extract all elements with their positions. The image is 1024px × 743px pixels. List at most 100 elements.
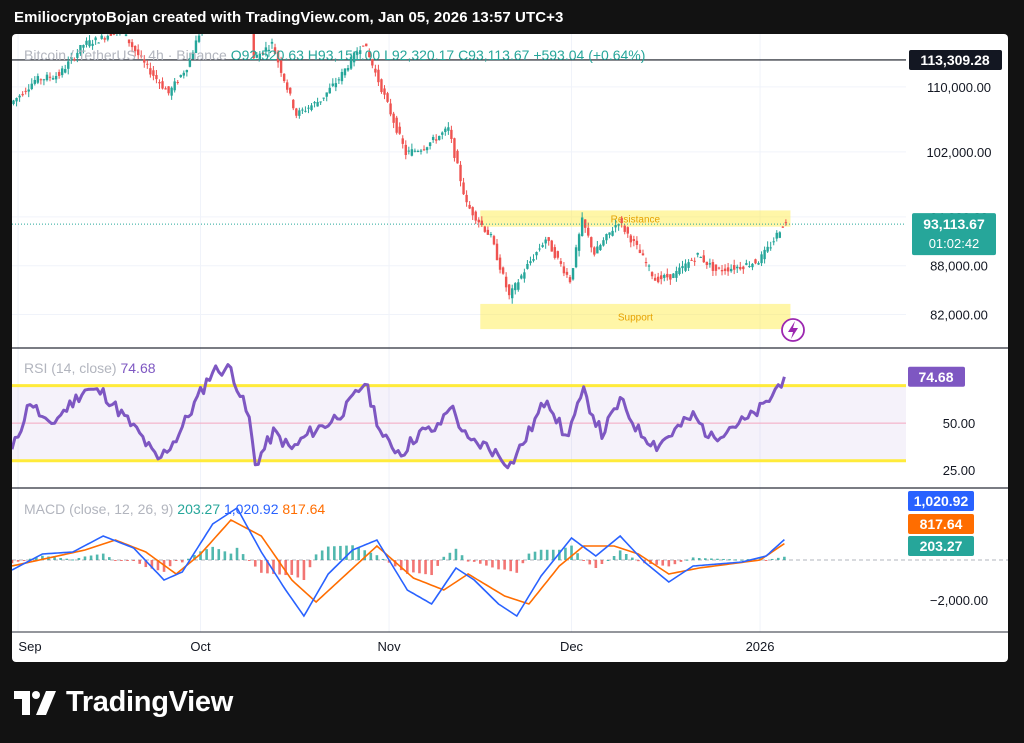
macd-histogram-bar xyxy=(685,559,689,561)
macd-histogram-bar xyxy=(351,545,354,560)
macd-histogram-bar xyxy=(253,560,257,567)
candle-body xyxy=(705,261,709,266)
macd-legend-signal: 817.64 xyxy=(282,501,325,517)
candle-body xyxy=(30,83,33,90)
macd-histogram-bar xyxy=(624,554,628,560)
candle-body xyxy=(48,76,52,78)
candle-body xyxy=(474,211,477,221)
macd-histogram-bar xyxy=(776,557,780,560)
macd-histogram-bar xyxy=(661,560,665,566)
macd-histogram-bar xyxy=(527,553,531,560)
macd-histogram-bar xyxy=(539,549,543,560)
candle-body xyxy=(483,226,487,232)
rsi-legend: RSI (14, close) 74.68 xyxy=(24,360,156,376)
macd-histogram-bar xyxy=(460,555,464,560)
candle-body xyxy=(328,87,331,94)
candle-body xyxy=(714,264,718,271)
macd-histogram-bar xyxy=(491,560,494,568)
price-axis-tick: 102,000.00 xyxy=(926,145,991,160)
candle-body xyxy=(325,92,328,97)
candle-body xyxy=(754,259,757,264)
macd-histogram-bar xyxy=(308,560,312,568)
candle-body xyxy=(559,261,563,264)
macd-histogram-bar xyxy=(89,555,93,560)
macd-legend-label: MACD (close, 12, 26, 9) xyxy=(24,501,177,517)
macd-histogram-bar xyxy=(345,545,348,560)
macd-histogram-bar xyxy=(472,560,476,562)
candle-body xyxy=(723,268,727,271)
candle-body xyxy=(340,71,344,82)
macd-histogram-bar xyxy=(205,549,208,560)
macd-histogram-bar xyxy=(606,560,610,561)
macd-histogram-bar xyxy=(120,560,123,561)
macd-histogram-bar xyxy=(509,560,512,572)
candle-body xyxy=(526,263,529,269)
candle-body xyxy=(614,225,617,228)
candle-body xyxy=(70,56,73,61)
tradingview-logo-icon xyxy=(14,690,56,715)
candle-body xyxy=(24,90,27,92)
candle-body xyxy=(438,135,441,140)
macd-histogram-bar xyxy=(418,560,421,574)
candle-body xyxy=(742,266,745,270)
macd-histogram-bar xyxy=(333,546,336,560)
candle-body xyxy=(784,222,788,224)
macd-histogram-bar xyxy=(497,560,500,570)
macd-histogram-bar xyxy=(393,560,397,567)
candle-body xyxy=(270,41,274,44)
candle-body xyxy=(173,81,176,91)
macd-histogram-bar xyxy=(436,560,440,566)
macd-histogram-bar xyxy=(199,551,202,560)
time-axis-tick: Dec xyxy=(560,639,584,654)
candle-body xyxy=(495,243,499,261)
macd-histogram-bar xyxy=(558,549,561,560)
chart-panel[interactable]: ResistanceSupport110,000.00102,000.0094,… xyxy=(12,34,1008,662)
candle-body xyxy=(182,72,186,76)
macd-histogram-bar xyxy=(211,546,214,560)
macd-histogram-bar xyxy=(691,557,695,560)
macd-histogram-bar xyxy=(430,560,433,576)
candle-body xyxy=(337,79,341,81)
macd-histogram-bar xyxy=(637,560,640,562)
macd-histogram-bar xyxy=(168,560,172,567)
macd-histogram-bar xyxy=(612,556,616,560)
macd-histogram-bar xyxy=(770,558,774,560)
candle-body xyxy=(501,267,505,274)
candle-body xyxy=(647,265,651,267)
candle-body xyxy=(298,110,301,116)
candle-body xyxy=(380,79,383,93)
time-axis-tick: Sep xyxy=(18,639,41,654)
candle-body xyxy=(620,218,623,224)
candle-body xyxy=(57,72,61,76)
candle-body xyxy=(431,136,435,141)
candle-body xyxy=(264,47,268,52)
candle-body xyxy=(511,288,514,299)
candle-body xyxy=(79,44,82,54)
macd-axis-tick: −2,000.00 xyxy=(930,593,988,608)
macd-legend-macd: 1,020.92 xyxy=(224,501,282,517)
candle-body xyxy=(532,259,535,261)
macd-histogram-bar xyxy=(357,547,360,560)
candle-body xyxy=(486,229,490,235)
macd-histogram-bar xyxy=(278,560,281,575)
macd-histogram-bar xyxy=(594,560,598,568)
candle-body xyxy=(444,128,447,133)
candle-body xyxy=(736,266,739,269)
candle-body xyxy=(276,51,280,63)
macd-histogram-bar xyxy=(783,556,786,560)
macd-histogram-bar xyxy=(260,560,263,573)
candle-body xyxy=(453,138,456,158)
candle-body xyxy=(140,55,143,57)
macd-histogram-bar xyxy=(266,560,269,574)
candle-body xyxy=(669,274,672,280)
candle-body xyxy=(143,59,146,63)
candle-body xyxy=(422,149,426,151)
macd-histogram-bar xyxy=(716,558,719,560)
candle-body xyxy=(358,50,362,54)
tradingview-chart[interactable]: ResistanceSupport110,000.00102,000.0094,… xyxy=(12,34,1008,662)
candle-body xyxy=(629,235,633,243)
candle-body xyxy=(617,224,620,226)
candle-body xyxy=(568,277,572,283)
candle-body xyxy=(535,252,538,256)
candle-body xyxy=(638,249,642,254)
